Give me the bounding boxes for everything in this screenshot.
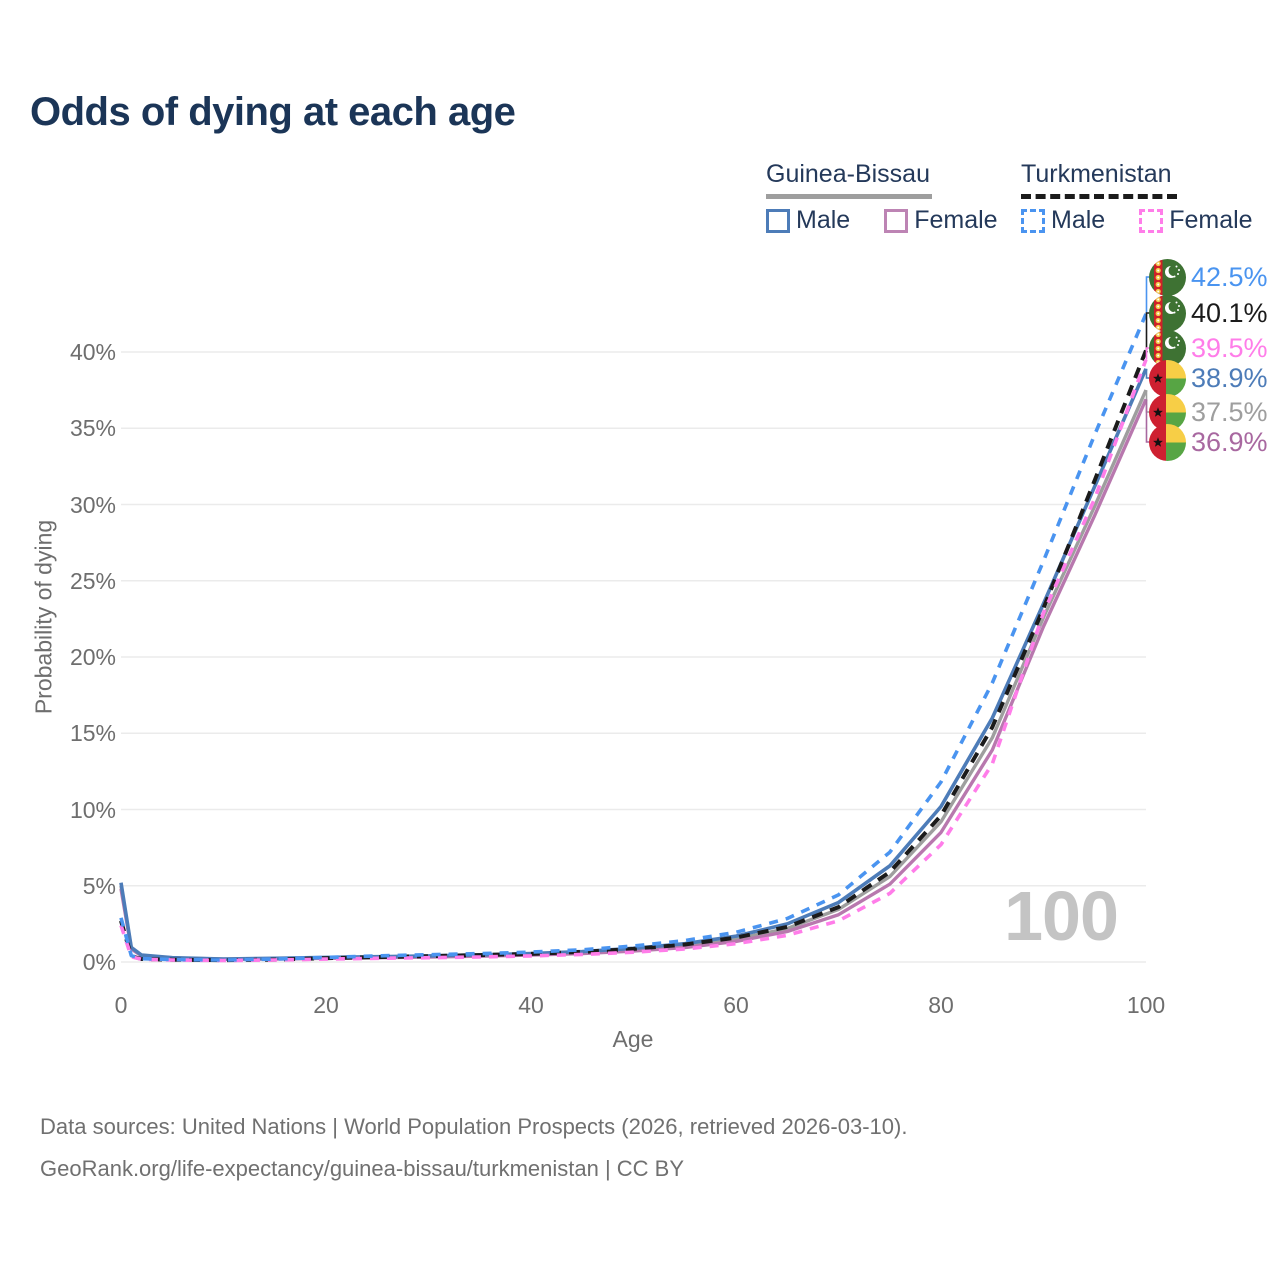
footer-sources: Data sources: United Nations | World Pop… (40, 1114, 908, 1139)
guinea-bissau-flag-icon (1149, 359, 1186, 397)
series-line-turkmenistan-female (119, 358, 1148, 963)
x-tick-80: 80 (928, 992, 954, 1018)
end-label-connector-guinea-bissau-female (1145, 399, 1150, 443)
turkmenistan-flag-icon (1149, 329, 1186, 367)
y-tick-20%: 20% (69, 644, 116, 670)
legend-item-turkmenistan-female[interactable]: Female (1139, 206, 1253, 235)
end-label-value: 36.9% (1191, 426, 1268, 457)
end-label-turkmenistan-male: 42.5% (1149, 258, 1268, 296)
x-tick-20: 20 (313, 992, 339, 1018)
y-tick-5%: 5% (82, 872, 116, 899)
series-line-guinea-bissau-both (119, 389, 1148, 961)
checkbox-guinea-bissau-female[interactable] (884, 208, 909, 233)
legend-group-guinea-bissau: Guinea-Bissau Male Female (766, 160, 998, 235)
end-label-connector-turkmenistan-female (1145, 347, 1150, 360)
x-tick-0: 0 (114, 992, 128, 1018)
turkmenistan-flag-icon (1149, 258, 1186, 296)
y-tick-15%: 15% (69, 720, 116, 747)
end-label-guinea-bissau-both: 37.5% (1149, 393, 1268, 431)
x-tick-60: 60 (723, 992, 749, 1018)
footer: Data sources: United Nations | World Pop… (40, 1106, 907, 1190)
footer-attribution: GeoRank.org/life-expectancy/guinea-bissa… (40, 1156, 685, 1181)
end-label-connector-guinea-bissau-male (1145, 368, 1150, 379)
end-label-guinea-bissau-female: 36.9% (1149, 423, 1268, 461)
end-label-value: 42.5% (1191, 261, 1268, 292)
y-tick-10%: 10% (69, 796, 116, 823)
legend-label-guinea-bissau-male: Male (796, 206, 851, 234)
y-tick-35%: 35% (69, 415, 116, 442)
legend-label-guinea-bissau-female: Female (914, 206, 998, 234)
end-label-value: 40.1% (1191, 297, 1268, 328)
series-line-guinea-bissau-male (119, 368, 1148, 961)
legend-item-turkmenistan-male[interactable]: Male (1021, 206, 1105, 235)
end-label-value: 39.5% (1191, 332, 1268, 363)
legend-label-turkmenistan-female: Female (1169, 206, 1253, 234)
checkbox-guinea-bissau-male[interactable] (766, 208, 790, 233)
end-label-turkmenistan-female: 39.5% (1149, 329, 1268, 367)
age-watermark: 100 (1004, 877, 1119, 955)
y-axis-title: Probability of dying (30, 519, 57, 715)
legend-item-guinea-bissau-male[interactable]: Male (766, 206, 850, 235)
legend-label-turkmenistan-male: Male (1051, 206, 1106, 234)
x-tick-40: 40 (518, 992, 544, 1018)
legend-group-turkmenistan: Turkmenistan Male Female (1021, 160, 1253, 235)
legend-country-guinea-bissau: Guinea-Bissau (766, 160, 930, 188)
checkbox-turkmenistan-female[interactable] (1139, 208, 1164, 233)
legend-item-guinea-bissau-female[interactable]: Female (884, 206, 998, 235)
chart-title: Odds of dying at each age (30, 90, 516, 134)
series-line-turkmenistan-both (119, 349, 1148, 963)
end-label-value: 38.9% (1191, 362, 1268, 393)
x-tick-100: 100 (1126, 992, 1166, 1018)
end-label-turkmenistan-both: 40.1% (1149, 294, 1268, 332)
checkbox-turkmenistan-male[interactable] (1021, 208, 1045, 233)
legend-linestyle-turkmenistan (1021, 194, 1177, 199)
y-tick-25%: 25% (69, 567, 116, 594)
end-label-connector-turkmenistan-both (1145, 312, 1150, 351)
end-label-value: 37.5% (1191, 396, 1268, 427)
end-label-connector-turkmenistan-male (1145, 276, 1150, 314)
guinea-bissau-flag-icon (1149, 423, 1186, 461)
x-axis-title: Age (612, 1026, 654, 1052)
legend-country-turkmenistan: Turkmenistan (1021, 160, 1172, 188)
y-tick-30%: 30% (69, 491, 116, 518)
turkmenistan-flag-icon (1149, 294, 1186, 332)
y-tick-40%: 40% (69, 339, 116, 365)
end-label-guinea-bissau-male: 38.9% (1149, 359, 1268, 397)
legend-linestyle-guinea-bissau (766, 194, 932, 199)
guinea-bissau-flag-icon (1149, 393, 1186, 431)
series-line-turkmenistan-male (119, 313, 1148, 962)
y-tick-0%: 0% (82, 949, 116, 975)
